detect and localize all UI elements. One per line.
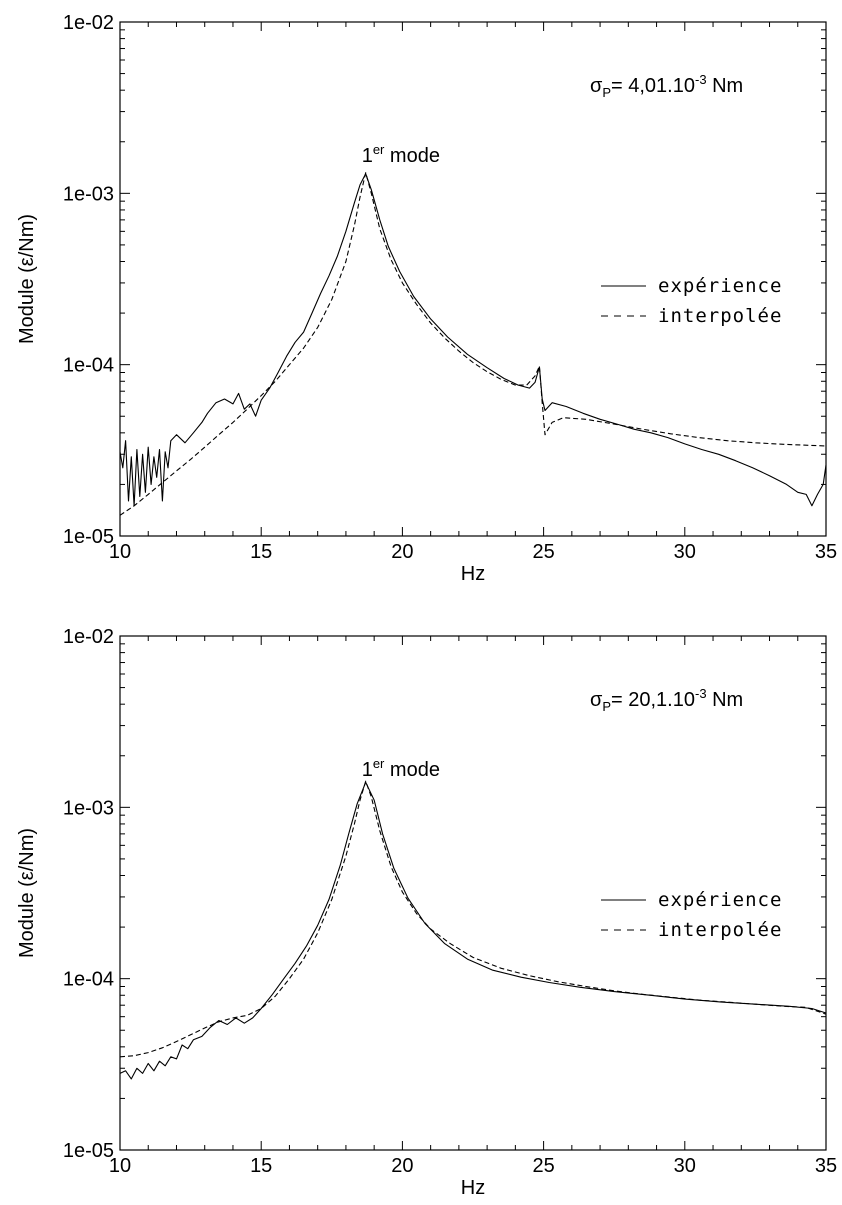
chart-2: 10 15 20 25 30 35 1e-05 1e-04 1e-03 1e-02 Hz Module… <box>16 626 837 1199</box>
sigma-annotation: σP= 4,01.10-3 Nm <box>590 72 743 100</box>
series-line-interpolée <box>119 172 827 516</box>
series-line-expérience <box>119 781 827 1080</box>
x-tick-label: 20 <box>391 541 413 563</box>
y-tick-label: 1e-02 <box>63 12 114 34</box>
x-axis-label: Hz <box>461 1177 485 1199</box>
legend-label: interpolée <box>658 919 782 941</box>
y-tick-label: 1e-03 <box>63 797 114 819</box>
x-tick-label: 30 <box>674 541 696 563</box>
legend: expérience interpolée <box>601 889 782 941</box>
x-tick-label: 25 <box>532 1155 554 1177</box>
sigma-annotation: σP= 20,1.10-3 Nm <box>590 686 743 714</box>
x-tick-label: 20 <box>391 1155 413 1177</box>
plot-frame <box>119 635 827 1151</box>
y-axis-label: Module (ε/Nm) <box>16 828 38 958</box>
x-tick-label: 15 <box>250 541 272 563</box>
x-tick-label: 35 <box>815 541 837 563</box>
x-tick-label: 30 <box>674 1155 696 1177</box>
peak-label: 1er mode <box>362 142 440 167</box>
x-tick-label: 10 <box>109 541 131 563</box>
x-tick-label: 10 <box>109 1155 131 1177</box>
legend-label: expérience <box>658 275 782 297</box>
legend-label: expérience <box>658 889 782 911</box>
series-line-interpolée <box>119 780 827 1058</box>
plot-frame <box>119 21 827 537</box>
legend: expérience interpolée <box>601 275 782 327</box>
y-tick-label: 1e-04 <box>63 969 114 991</box>
x-tick-label: 35 <box>815 1155 837 1177</box>
series-line-expérience <box>119 173 827 507</box>
y-tick-label: 1e-03 <box>63 183 114 205</box>
legend-label: interpolée <box>658 305 782 327</box>
chart-1: 10 15 20 25 30 35 1e-05 1e-04 1e-03 1e-02 Hz Module… <box>16 12 837 585</box>
x-axis-label: Hz <box>461 563 485 585</box>
x-tick-label: 25 <box>532 541 554 563</box>
x-tick-label: 15 <box>250 1155 272 1177</box>
y-tick-label: 1e-02 <box>63 626 114 648</box>
peak-label: 1er mode <box>362 756 440 781</box>
y-axis-label: Module (ε/Nm) <box>16 214 38 344</box>
y-tick-label: 1e-04 <box>63 355 114 377</box>
y-tick-label: 1e-05 <box>63 1140 114 1162</box>
y-tick-label: 1e-05 <box>63 526 114 548</box>
